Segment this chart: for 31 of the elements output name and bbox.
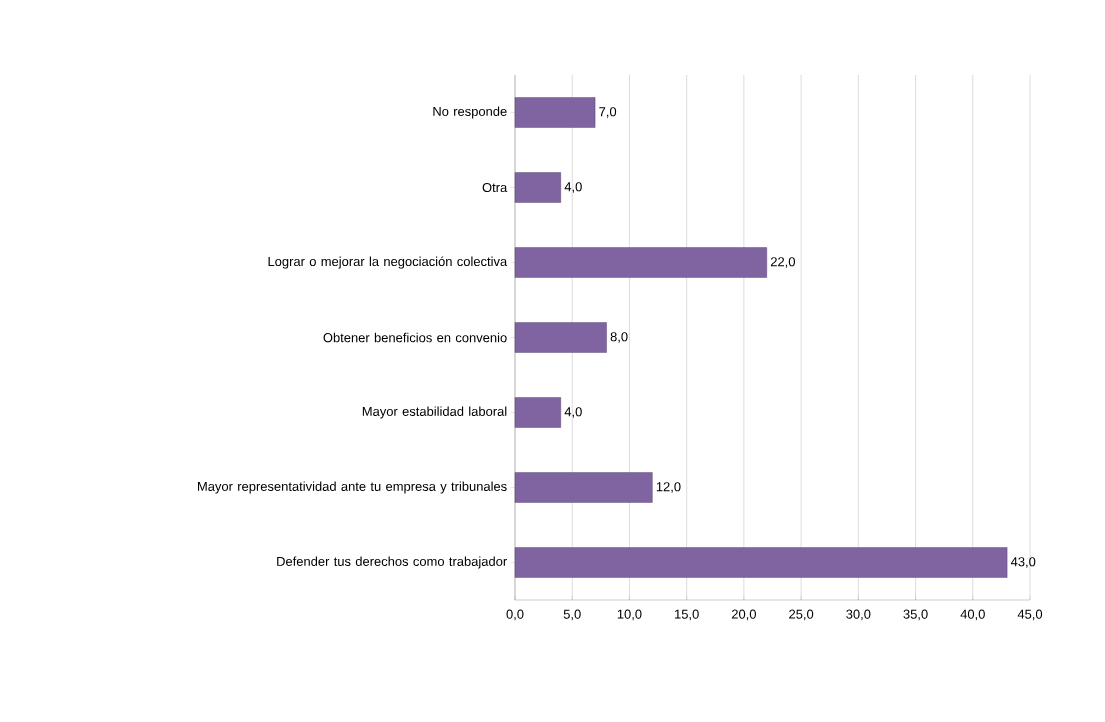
data-label: 43,0 bbox=[1010, 557, 1036, 568]
bar bbox=[514, 547, 1008, 578]
x-tick-label: 30,0 bbox=[846, 609, 871, 621]
y-tick-label: Defender tus derechos como trabajador bbox=[277, 556, 507, 569]
x-tick-label: 15,0 bbox=[675, 609, 699, 621]
x-tick-label: 5,0 bbox=[563, 609, 581, 621]
data-label: 4,0 bbox=[564, 182, 582, 193]
data-label: 22,0 bbox=[770, 257, 796, 268]
data-label: 8,0 bbox=[610, 332, 628, 343]
y-tick-label: Mayor estabilidad laboral bbox=[362, 406, 507, 419]
y-tick-label: Mayor representatividad ante tu empresa y tribunales bbox=[198, 481, 507, 494]
bar bbox=[514, 247, 767, 278]
y-tick-label: Lograr o mejorar la negociación colectiva bbox=[268, 256, 508, 269]
x-tick-label: 25,0 bbox=[789, 609, 814, 621]
x-tick-label: 35,0 bbox=[903, 609, 928, 621]
x-tick-label: 0,0 bbox=[506, 609, 524, 621]
bar bbox=[514, 472, 653, 503]
x-tick-label: 40,0 bbox=[960, 609, 985, 621]
bar bbox=[514, 172, 561, 203]
bar bbox=[514, 322, 607, 353]
y-tick-label: Obtener beneficios en convenio bbox=[323, 332, 507, 343]
bar bbox=[514, 97, 596, 128]
x-tick-label: 20,0 bbox=[731, 609, 756, 621]
y-tick-label: Otra bbox=[482, 182, 508, 193]
y-tick-label: No responde bbox=[433, 106, 507, 119]
data-label: 4,0 bbox=[564, 407, 582, 418]
x-tick-label: 10,0 bbox=[617, 609, 642, 621]
data-label: 12,0 bbox=[656, 482, 681, 493]
data-label: 7,0 bbox=[599, 107, 617, 118]
x-tick-label: 45,0 bbox=[1017, 609, 1043, 621]
bar bbox=[514, 397, 561, 428]
